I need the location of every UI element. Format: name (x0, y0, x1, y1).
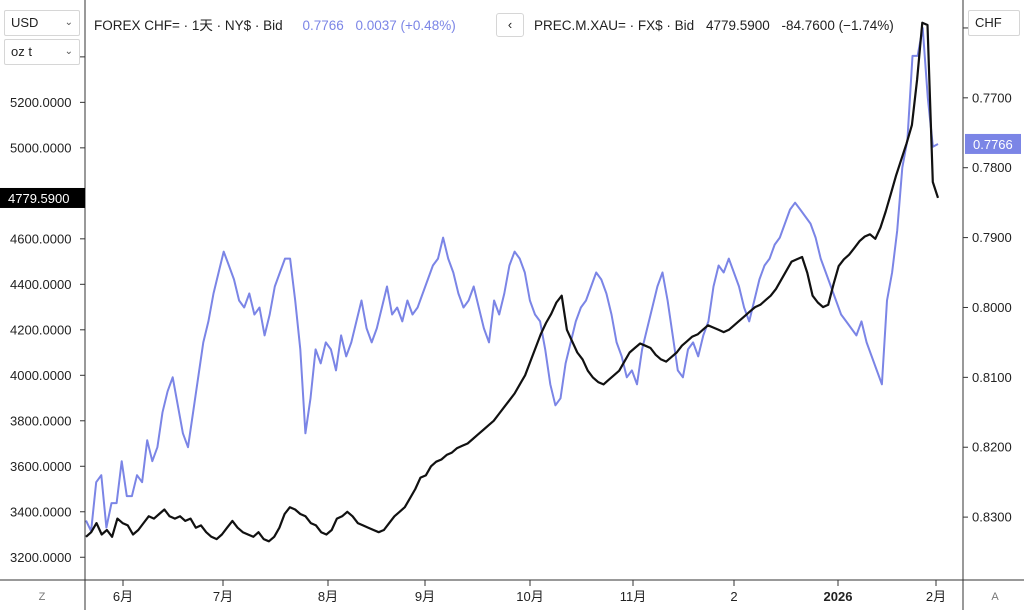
x-tick-label: 6月 (113, 589, 133, 604)
x-tick-label: 7月 (213, 589, 233, 604)
auto-scale-button[interactable]: A (991, 591, 999, 603)
y-left-tick-label: 3400.0000 (10, 504, 71, 519)
currency-select-left-value: USD (11, 15, 39, 30)
legend-gold-change: -84.7600 (−1.74%) (781, 18, 894, 33)
chf-current-value-box (965, 133, 1021, 154)
y-left-tick-label: 4000.0000 (10, 368, 71, 383)
y-left-tick-label: 3800.0000 (10, 413, 71, 428)
right-axis-ticks: 0.76000.77000.78000.79000.80000.81000.82… (963, 20, 1012, 525)
left-axis-ticks: 5400.00005200.00005000.00004600.00004400… (10, 49, 85, 565)
x-tick-label: 2026 (824, 589, 853, 604)
y-right-tick-label: 0.7900 (972, 230, 1012, 245)
y-right-tick-label: 0.7800 (972, 160, 1012, 175)
y-left-tick-label: 5200.0000 (10, 95, 71, 110)
y-left-tick-label: 5000.0000 (10, 140, 71, 155)
chevron-down-icon: ⌄ (64, 46, 73, 57)
chf-rate-line (85, 27, 939, 533)
legend-chf-name: FOREX CHF= · 1天 · NY$ · Bid (94, 18, 283, 33)
legend-chf-series[interactable]: FOREX CHF= · 1天 · NY$ · Bid 0.7766 0.003… (94, 14, 456, 38)
unit-select-left-value: oz t (11, 44, 32, 59)
y-right-tick-label: 0.8300 (972, 510, 1012, 525)
y-right-tick-label: 0.8100 (972, 370, 1012, 385)
chf-current-value-label: 0.7766 (973, 137, 1013, 152)
gold-current-value-label: 4779.5900 (8, 191, 69, 206)
y-left-tick-label: 4200.0000 (10, 322, 71, 337)
currency-select-right[interactable]: CHF (968, 10, 1020, 36)
x-axis-ticks: 6月 7月 8月 9月 10月 11月 2 2026 2月 (113, 580, 946, 604)
legend-gold-series[interactable]: PREC.M.XAU= · FX$ · Bid 4779.5900 -84.76… (534, 14, 894, 38)
chevron-left-icon: ‹ (507, 17, 513, 32)
y-right-tick-label: 0.8000 (972, 300, 1012, 315)
series-layer (85, 21, 940, 543)
legend-chf-value: 0.7766 (302, 18, 344, 33)
y-left-tick-label: 4400.0000 (10, 277, 71, 292)
x-tick-label: 8月 (318, 589, 338, 604)
gold-price-line (85, 21, 940, 543)
y-left-tick-label: 3200.0000 (10, 550, 71, 565)
x-tick-label: 11月 (620, 589, 647, 604)
currency-select-right-value: CHF (975, 15, 1002, 30)
collapse-legend-button[interactable]: ‹ (496, 13, 524, 37)
unit-select-left[interactable]: oz t ⌄ (4, 39, 80, 65)
legend-chf-change: 0.0037 (+0.48%) (355, 18, 456, 33)
y-left-tick-label: 3600.0000 (10, 459, 71, 474)
x-tick-label: 2月 (926, 589, 946, 604)
y-right-tick-label: 0.7700 (972, 90, 1012, 105)
chevron-down-icon: ⌄ (64, 17, 73, 28)
legend-gold-value: 4779.5900 (705, 18, 770, 33)
currency-select-left[interactable]: USD ⌄ (4, 10, 80, 36)
zoom-button[interactable]: Z (38, 591, 46, 603)
current-value-labels: 4779.5900 0.7766 (0, 133, 1021, 208)
y-right-tick-label: 0.8200 (972, 440, 1012, 455)
x-tick-label: 2 (730, 589, 737, 604)
x-tick-label: 9月 (415, 589, 435, 604)
gold-current-value-box (0, 187, 85, 208)
x-tick-label: 10月 (516, 589, 543, 604)
legend-gold-name: PREC.M.XAU= · FX$ · Bid (534, 18, 695, 33)
y-left-tick-label: 4600.0000 (10, 231, 71, 246)
